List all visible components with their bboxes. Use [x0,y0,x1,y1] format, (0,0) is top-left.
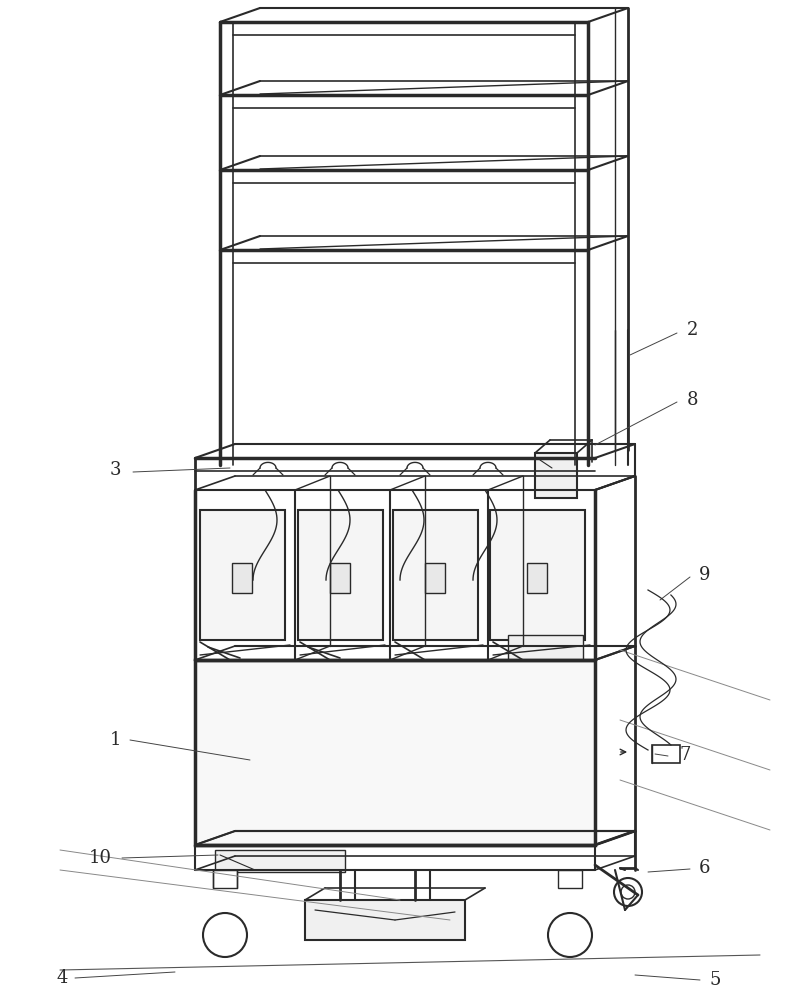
Bar [200,510,285,640]
Text: 5: 5 [709,971,721,989]
Bar [298,510,383,640]
Text: 10: 10 [88,849,111,867]
Text: 9: 9 [700,566,711,584]
Bar [558,870,582,888]
Text: 7: 7 [679,746,691,764]
Bar [195,660,595,845]
Bar [535,453,577,498]
Bar [213,870,237,888]
Bar [652,745,680,763]
Bar [393,510,478,640]
Text: 4: 4 [56,969,68,987]
Bar [232,563,252,593]
Circle shape [548,913,592,957]
Circle shape [203,913,247,957]
Text: 3: 3 [109,461,121,479]
Bar [490,510,585,640]
Bar [330,563,350,593]
Text: 8: 8 [687,391,699,409]
Text: 6: 6 [700,859,711,877]
Bar [425,563,445,593]
Text: 2: 2 [688,321,699,339]
Bar [215,850,345,872]
Bar [508,635,583,663]
Bar [305,900,465,940]
Bar [527,563,547,593]
Text: 1: 1 [109,731,121,749]
